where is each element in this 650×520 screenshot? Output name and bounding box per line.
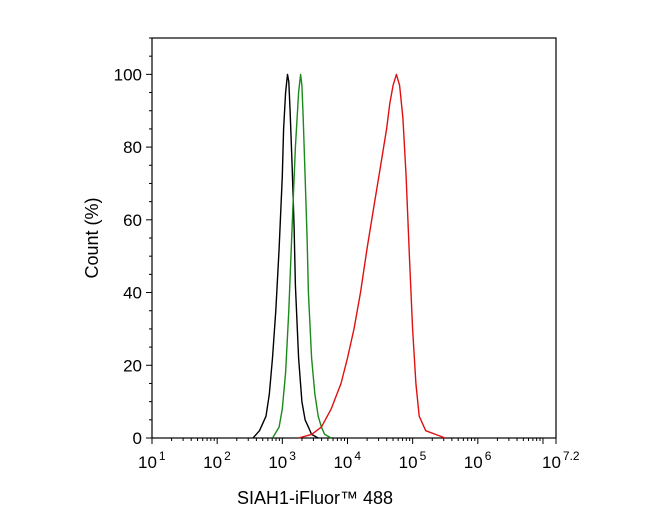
x-tick-base: 10: [138, 453, 157, 472]
x-tick-exponent: 7.2: [563, 449, 580, 463]
x-tick-base: 10: [464, 453, 483, 472]
x-tick-exponent: 2: [224, 449, 231, 463]
x-tick-label: 10 4: [333, 449, 361, 472]
x-tick-base: 10: [268, 453, 287, 472]
x-tick-base: 10: [399, 453, 418, 472]
x-tick-label: 10 6: [464, 449, 492, 472]
y-tick-label: 80: [123, 138, 142, 157]
x-tick-base: 10: [203, 453, 222, 472]
x-tick-label: 10 7.2: [542, 449, 580, 472]
x-tick-exponent: 3: [289, 449, 296, 463]
x-tick-exponent: 6: [485, 449, 492, 463]
plot-frame: [151, 37, 557, 439]
y-axis-label: Count (%): [82, 197, 102, 278]
y-axis-ticks: 0 20 40 60 80 100: [114, 37, 152, 448]
y-tick-label: 60: [123, 211, 142, 230]
y-tick-label: 0: [133, 429, 142, 448]
x-tick-label: 10 1: [138, 449, 166, 472]
x-tick-label: 10 5: [399, 449, 427, 472]
y-tick-label: 40: [123, 284, 142, 303]
histogram-series-3: [298, 73, 446, 439]
histogram-series-2: [271, 73, 332, 439]
x-tick-label: 10 3: [268, 449, 296, 472]
y-tick-label: 20: [123, 356, 142, 375]
x-tick-base: 10: [333, 453, 352, 472]
x-axis-ticks: 10 1 10 2 10 3 10 4 10 5 10 6 10 7.2: [138, 438, 580, 472]
x-tick-exponent: 1: [159, 449, 166, 463]
x-tick-base: 10: [542, 453, 561, 472]
y-tick-label: 100: [114, 65, 142, 84]
series-layer: [252, 73, 446, 439]
x-tick-label: 10 2: [203, 449, 231, 472]
x-axis-label: SIAH1-iFluor™ 488: [237, 488, 393, 508]
x-tick-exponent: 5: [420, 449, 427, 463]
histogram-series-1: [252, 73, 319, 439]
x-tick-exponent: 4: [354, 449, 361, 463]
